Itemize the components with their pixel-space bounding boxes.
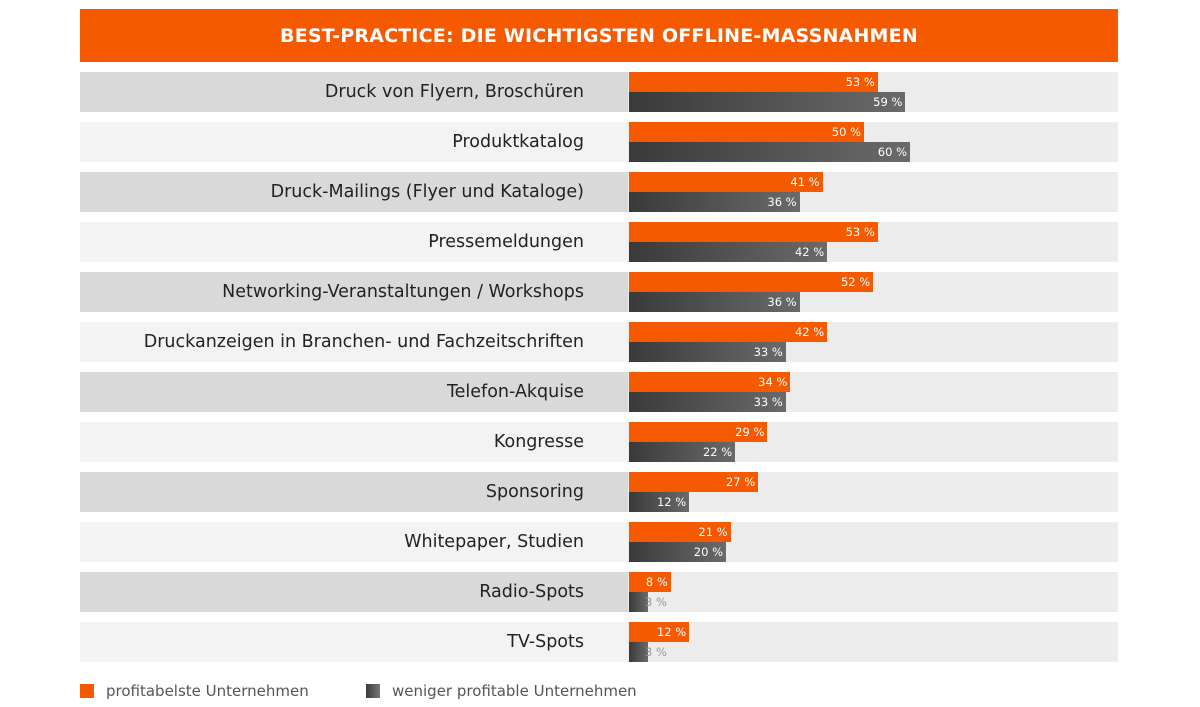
bar-profitable: 52 %	[629, 272, 874, 292]
legend-item-profitable: profitabelste Unternehmen	[80, 682, 309, 700]
legend-label: weniger profitable Unternehmen	[392, 682, 637, 700]
category-label: Pressemeldungen	[80, 222, 628, 262]
category-label: TV-Spots	[80, 622, 628, 662]
data-label: 3 %	[645, 595, 667, 609]
bar-less-profitable: 33 %	[629, 342, 786, 362]
category-row: Sponsoring 27 % 12 %	[80, 472, 1118, 512]
data-label: 42 %	[794, 325, 825, 339]
category-label: Radio-Spots	[80, 572, 628, 612]
bar-less-profitable: 59 %	[629, 92, 906, 112]
data-label: 41 %	[790, 175, 820, 189]
legend-item-less-profitable: weniger profitable Unternehmen	[366, 682, 637, 700]
category-label: Sponsoring	[80, 472, 628, 512]
category-row: Druckanzeigen in Branchen- und Fachzeits…	[80, 322, 1118, 362]
bar-profitable: 29 %	[629, 422, 768, 442]
data-label: 59 %	[873, 95, 903, 109]
bar-profitable: 21 %	[629, 522, 731, 542]
bar-profitable: 50 %	[629, 122, 864, 142]
data-label: 60 %	[877, 145, 907, 159]
category-row: Kongresse 29 % 22 %	[80, 422, 1118, 462]
category-row: Telefon-Akquise 34 % 33 %	[80, 372, 1118, 412]
data-label: 20 %	[693, 545, 723, 559]
category-label: Druck von Flyern, Broschüren	[80, 72, 628, 112]
category-label: Druck-Mailings (Flyer und Kataloge)	[80, 172, 628, 212]
data-label: 36 %	[767, 295, 797, 309]
bar-profitable: 53 %	[629, 72, 878, 92]
bar-less-profitable: 20 %	[629, 542, 726, 562]
bar-less-profitable: 12 %	[629, 492, 690, 512]
category-row: Produktkatalog 50 % 60 %	[80, 122, 1118, 162]
data-label: 53 %	[845, 225, 875, 239]
category-label: Whitepaper, Studien	[80, 522, 628, 562]
data-label: 3 %	[645, 645, 667, 659]
bar-profitable: 12 %	[629, 622, 690, 642]
data-label: 12 %	[656, 495, 687, 509]
bar-profitable: 42 %	[629, 322, 828, 342]
bar-less-profitable: 60 %	[629, 142, 910, 162]
data-label: 33 %	[753, 345, 783, 359]
data-label: 8 %	[645, 575, 668, 589]
bar-profitable: 27 %	[629, 472, 759, 492]
data-label: 50 %	[831, 125, 861, 139]
category-row: Whitepaper, Studien 21 % 20 %	[80, 522, 1118, 562]
category-row: Pressemeldungen 53 % 42 %	[80, 222, 1118, 262]
data-label: 53 %	[845, 75, 875, 89]
bar-less-profitable: 36 %	[629, 292, 800, 312]
data-label: 33 %	[753, 395, 783, 409]
bar-profitable: 34 %	[629, 372, 791, 392]
category-row: Networking-Veranstaltungen / Workshops 52…	[80, 272, 1118, 312]
category-row: Druck von Flyern, Broschüren 53 % 59 %	[80, 72, 1118, 112]
bar-less-profitable: 42 %	[629, 242, 828, 262]
data-label: 36 %	[767, 195, 797, 209]
bar-profitable: 41 %	[629, 172, 823, 192]
bar-profitable: 53 %	[629, 222, 878, 242]
data-label: 42 %	[794, 245, 825, 259]
category-label: Networking-Veranstaltungen / Workshops	[80, 272, 628, 312]
category-row: Radio-Spots 8 % 3 %	[80, 572, 1118, 612]
bar-less-profitable: 36 %	[629, 192, 800, 212]
data-label: 27 %	[725, 475, 756, 489]
bar-profitable: 8 %	[629, 572, 671, 592]
category-row: TV-Spots 12 % 3 %	[80, 622, 1118, 662]
data-label: 22 %	[702, 445, 733, 459]
legend-swatch-gray	[366, 684, 380, 698]
chart-title: BEST-PRACTICE: DIE WICHTIGSTEN OFFLINE-M…	[80, 9, 1118, 62]
legend-label: profitabelste Unternehmen	[106, 682, 309, 700]
data-label: 34 %	[758, 375, 788, 389]
data-label: 12 %	[656, 625, 687, 639]
bar-less-profitable: 22 %	[629, 442, 736, 462]
category-row: Druck-Mailings (Flyer und Kataloge) 41 % 3…	[80, 172, 1118, 212]
category-label: Produktkatalog	[80, 122, 628, 162]
data-label: 52 %	[840, 275, 871, 289]
category-label: Kongresse	[80, 422, 628, 462]
bar-less-profitable: 3 %	[629, 592, 667, 612]
data-label: 29 %	[735, 425, 765, 439]
category-label: Telefon-Akquise	[80, 372, 628, 412]
legend-swatch-orange	[80, 684, 94, 698]
bar-less-profitable: 33 %	[629, 392, 786, 412]
bar-less-profitable: 3 %	[629, 642, 667, 662]
category-label: Druckanzeigen in Branchen- und Fachzeits…	[80, 322, 628, 362]
data-label: 21 %	[698, 525, 728, 539]
